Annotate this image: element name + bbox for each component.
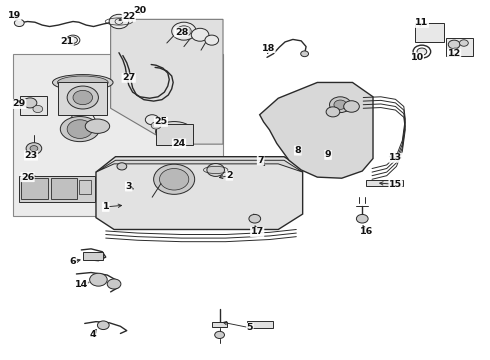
Text: 7: 7 [257, 156, 264, 165]
Text: 9: 9 [325, 150, 331, 159]
Circle shape [146, 115, 159, 125]
Circle shape [26, 143, 42, 154]
Text: 21: 21 [60, 37, 74, 46]
Circle shape [33, 105, 43, 113]
Circle shape [69, 37, 77, 43]
Text: 26: 26 [21, 173, 34, 182]
Ellipse shape [85, 119, 110, 134]
Circle shape [343, 101, 359, 112]
Bar [21, 178, 48, 199]
Circle shape [176, 26, 191, 37]
Circle shape [191, 28, 209, 41]
Ellipse shape [57, 76, 108, 89]
Bar [212, 321, 227, 327]
Text: 17: 17 [250, 228, 264, 237]
Text: 25: 25 [154, 117, 168, 126]
Circle shape [215, 331, 224, 338]
Text: 5: 5 [246, 323, 253, 332]
Circle shape [107, 279, 121, 289]
Circle shape [330, 97, 351, 113]
Text: 28: 28 [175, 28, 188, 37]
Text: 13: 13 [389, 153, 402, 162]
Text: 4: 4 [89, 330, 96, 339]
Text: 10: 10 [411, 53, 423, 62]
Text: 22: 22 [122, 12, 135, 21]
Text: 3: 3 [125, 182, 132, 191]
Text: 15: 15 [389, 180, 402, 189]
Polygon shape [13, 54, 223, 216]
Bar [415, 23, 444, 41]
Circle shape [90, 273, 107, 286]
Bar [19, 176, 95, 202]
Text: 1: 1 [102, 202, 109, 211]
Bar [20, 96, 47, 116]
Bar [247, 320, 273, 328]
Circle shape [334, 100, 346, 109]
Circle shape [14, 19, 24, 27]
Ellipse shape [67, 120, 93, 138]
Circle shape [154, 164, 195, 194]
Circle shape [207, 163, 224, 176]
Ellipse shape [73, 90, 93, 105]
Circle shape [451, 48, 459, 54]
Circle shape [301, 51, 309, 57]
Circle shape [249, 215, 261, 223]
Polygon shape [96, 157, 303, 229]
Circle shape [205, 35, 219, 45]
Circle shape [417, 48, 427, 55]
Circle shape [151, 122, 161, 129]
Text: 8: 8 [294, 146, 301, 155]
Polygon shape [96, 160, 303, 172]
Ellipse shape [52, 75, 113, 90]
Polygon shape [260, 82, 373, 178]
Text: 27: 27 [122, 73, 135, 82]
Text: 23: 23 [24, 151, 38, 160]
Bar [50, 178, 77, 199]
Bar [156, 125, 193, 145]
Text: 11: 11 [415, 18, 428, 27]
Text: 2: 2 [226, 171, 233, 180]
Text: 12: 12 [447, 49, 461, 58]
Ellipse shape [67, 86, 98, 109]
Circle shape [159, 168, 189, 190]
Polygon shape [111, 19, 223, 144]
Ellipse shape [60, 117, 99, 141]
Circle shape [172, 22, 196, 40]
Circle shape [356, 215, 368, 223]
Text: 6: 6 [70, 257, 76, 266]
Circle shape [460, 40, 468, 46]
Text: 20: 20 [133, 6, 147, 15]
Circle shape [326, 107, 340, 117]
Circle shape [23, 98, 37, 108]
Ellipse shape [156, 122, 193, 141]
Bar [83, 252, 103, 260]
Bar [58, 82, 107, 115]
Text: 24: 24 [172, 139, 186, 148]
Circle shape [117, 163, 127, 170]
Circle shape [30, 145, 38, 151]
Text: 29: 29 [13, 99, 26, 108]
Bar [366, 180, 403, 186]
Bar [446, 39, 473, 56]
Bar [79, 180, 91, 194]
Text: 18: 18 [262, 44, 275, 53]
Text: 19: 19 [8, 11, 21, 20]
Text: 16: 16 [360, 228, 373, 237]
Text: 14: 14 [74, 280, 88, 289]
Circle shape [98, 321, 109, 329]
Circle shape [109, 14, 129, 29]
Circle shape [448, 40, 460, 49]
